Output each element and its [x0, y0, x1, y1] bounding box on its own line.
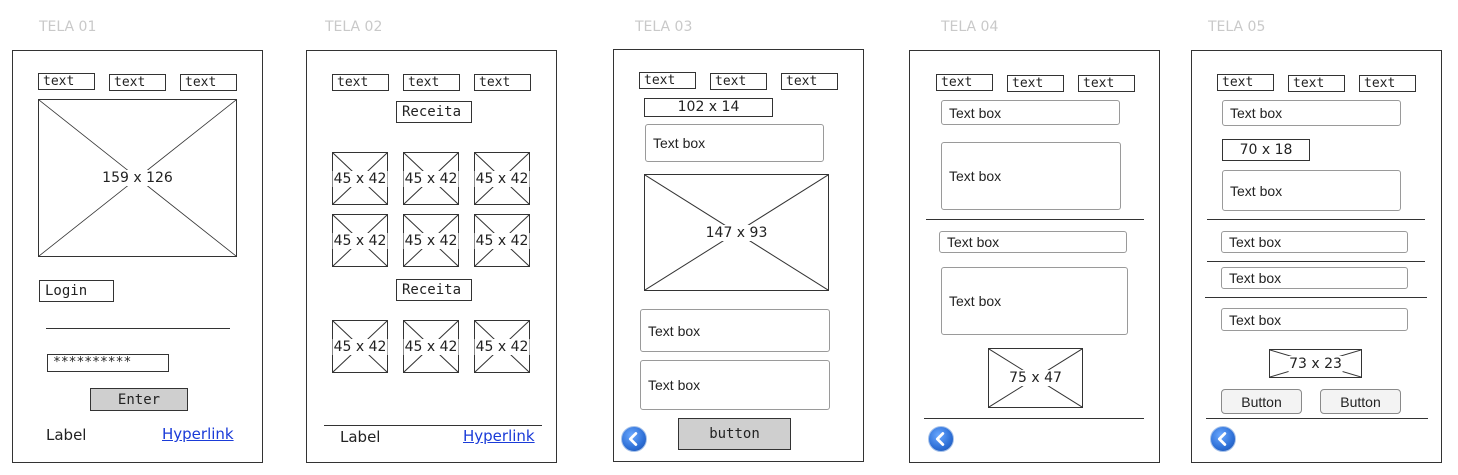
text-box[interactable]: Text box [939, 231, 1127, 253]
tab-text-1[interactable]: text [936, 74, 993, 91]
tab-text-2[interactable]: text [1007, 75, 1064, 92]
screen-frame-4: text text text Text box Text box Text bo… [909, 50, 1160, 463]
thumb-size-label: 45 x 42 [332, 338, 388, 355]
divider [924, 418, 1144, 419]
thumbnail[interactable]: 45 x 42 [332, 214, 388, 267]
thumb-size-label: 45 x 42 [474, 232, 530, 249]
footer-label: Label [340, 428, 381, 446]
text-box[interactable]: Text box [645, 124, 824, 162]
image-size-label: 75 x 47 [1008, 370, 1063, 386]
size-label: 102 x 14 [644, 98, 773, 117]
text-box[interactable]: Text box [1221, 308, 1408, 331]
image-placeholder: 147 x 93 [644, 174, 829, 291]
thumb-size-label: 45 x 42 [403, 338, 459, 355]
text-box[interactable]: Text box [640, 309, 830, 352]
screen-frame-5: text text text Text box 70 x 18 Text box… [1191, 50, 1442, 463]
login-label: Login [39, 280, 114, 302]
footer-hyperlink[interactable]: Hyperlink [463, 427, 535, 445]
screen-title: TELA 03 [635, 19, 693, 35]
back-arrow-icon[interactable] [928, 426, 954, 452]
image-size-label: 159 x 126 [101, 170, 174, 186]
screen-title: TELA 02 [325, 19, 383, 35]
thumbnail[interactable]: 45 x 42 [403, 214, 459, 267]
divider [926, 219, 1144, 220]
tab-text-3[interactable]: text [1359, 75, 1416, 92]
thumb-size-label: 45 x 42 [332, 232, 388, 249]
section-label: Receita [396, 101, 472, 123]
image-size-label: 147 x 93 [704, 224, 769, 241]
footer-label: Label [46, 426, 87, 444]
image-placeholder: 159 x 126 [38, 99, 237, 257]
divider [1206, 418, 1428, 419]
action-button[interactable]: button [678, 418, 791, 450]
thumb-size-label: 45 x 42 [474, 170, 530, 187]
image-placeholder: 73 x 23 [1269, 349, 1362, 378]
text-area[interactable]: Text box [941, 142, 1121, 210]
divider [1207, 219, 1425, 220]
text-box[interactable]: Text box [1222, 100, 1401, 126]
screen-title: TELA 01 [39, 19, 97, 35]
back-arrow-icon[interactable] [1210, 426, 1236, 452]
button-1[interactable]: Button [1221, 389, 1302, 414]
image-size-label: 73 x 23 [1288, 355, 1343, 372]
tab-text-1[interactable]: text [332, 74, 389, 91]
tab-text-3[interactable]: text [781, 73, 838, 90]
thumbnail[interactable]: 45 x 42 [332, 320, 388, 373]
thumb-size-label: 45 x 42 [332, 170, 388, 187]
back-arrow-icon[interactable] [621, 426, 647, 452]
thumbnail[interactable]: 45 x 42 [474, 214, 530, 267]
section-label: Receita [396, 279, 472, 301]
button-2[interactable]: Button [1320, 389, 1401, 414]
divider [1207, 261, 1425, 262]
image-placeholder: 75 x 47 [988, 348, 1083, 408]
thumb-size-label: 45 x 42 [403, 170, 459, 187]
screen-frame-1: text text text 159 x 126 Login *********… [12, 50, 263, 463]
text-box[interactable]: Text box [640, 360, 830, 410]
password-field[interactable]: ********** [47, 354, 169, 372]
divider [46, 328, 230, 329]
tab-text-2[interactable]: text [109, 74, 166, 91]
text-area[interactable]: Text box [941, 267, 1128, 335]
tab-text-3[interactable]: text [1078, 75, 1135, 92]
enter-button[interactable]: Enter [90, 388, 188, 411]
thumbnail[interactable]: 45 x 42 [403, 152, 459, 205]
tab-text-1[interactable]: text [38, 73, 95, 90]
thumbnail[interactable]: 45 x 42 [474, 320, 530, 373]
text-box[interactable]: Text box [941, 100, 1120, 125]
thumbnail[interactable]: 45 x 42 [474, 152, 530, 205]
size-label: 70 x 18 [1222, 139, 1310, 161]
screen-frame-3: text text text 102 x 14 Text box 147 x 9… [613, 49, 864, 462]
text-box[interactable]: Text box [1222, 170, 1401, 211]
tab-text-2[interactable]: text [1288, 75, 1345, 92]
screen-frame-2: text text text Receita 45 x 42 45 x 42 4… [306, 50, 557, 463]
text-box[interactable]: Text box [1221, 267, 1408, 289]
tab-text-2[interactable]: text [710, 73, 767, 90]
thumb-size-label: 45 x 42 [474, 338, 530, 355]
divider [1205, 297, 1427, 298]
footer-hyperlink[interactable]: Hyperlink [162, 425, 234, 443]
tab-text-1[interactable]: text [639, 72, 696, 89]
screen-title: TELA 04 [941, 19, 999, 35]
screen-title: TELA 05 [1208, 19, 1266, 35]
thumbnail[interactable]: 45 x 42 [332, 152, 388, 205]
tab-text-3[interactable]: text [180, 74, 237, 91]
tab-text-1[interactable]: text [1217, 74, 1274, 91]
text-box[interactable]: Text box [1221, 231, 1408, 253]
thumbnail[interactable]: 45 x 42 [403, 320, 459, 373]
tab-text-3[interactable]: text [474, 74, 531, 91]
tab-text-2[interactable]: text [403, 74, 460, 91]
divider [324, 425, 542, 426]
thumb-size-label: 45 x 42 [403, 232, 459, 249]
